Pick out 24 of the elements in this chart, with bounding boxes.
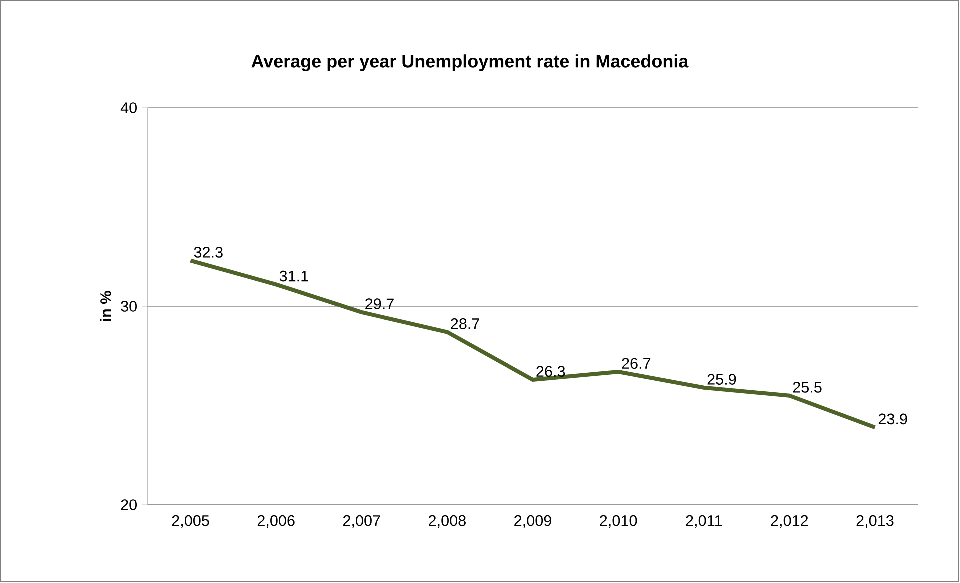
line-series — [188, 258, 878, 430]
x-tick-label: 2,006 — [258, 515, 295, 528]
y-tick-label: 30 — [121, 301, 137, 312]
x-tick-label: 2,012 — [771, 515, 808, 528]
y-tick-label: 20 — [121, 500, 137, 510]
x-tick-label: 2,011 — [686, 515, 722, 528]
data-label: 25.5 — [793, 382, 822, 393]
y-axis-title: in % — [100, 291, 112, 322]
x-tick-label: 2,005 — [172, 515, 210, 528]
data-label: 23.9 — [878, 414, 908, 425]
data-label: 29.7 — [366, 298, 394, 310]
data-label: 25.9 — [708, 374, 736, 385]
chart-title: Average per year Unemployment rate in Macedonia — [252, 54, 689, 72]
x-tick-label: 2,007 — [343, 515, 380, 528]
data-label: 31.1 — [280, 270, 308, 282]
x-tick-label: 2,008 — [429, 515, 466, 528]
data-label: 26.3 — [536, 366, 566, 378]
data-label: 28.7 — [451, 318, 480, 330]
y-tick-label: 40 — [120, 102, 137, 114]
x-tick-label: 2,009 — [514, 515, 552, 528]
data-label: 32.3 — [194, 247, 223, 258]
x-tick-label: 2,010 — [600, 515, 638, 528]
data-label: 26.7 — [622, 358, 651, 370]
x-tick-label: 2,013 — [856, 515, 894, 528]
